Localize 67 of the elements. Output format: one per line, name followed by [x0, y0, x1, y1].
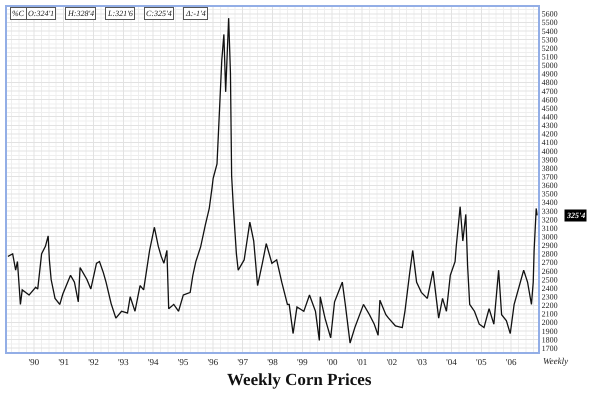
y-tick-label: 3800 [542, 164, 558, 173]
annotation: %C [12, 9, 25, 18]
y-tick-label: 2100 [542, 310, 558, 319]
y-tick-label: 5500 [542, 18, 558, 28]
y-tick-label: 4400 [542, 112, 558, 122]
y-tick-label: 1700 [542, 344, 558, 353]
x-tick-label: '98 [267, 356, 278, 367]
x-tick-label: '04 [446, 356, 458, 367]
y-tick-label: 3300 [542, 206, 558, 216]
y-tick-label: 1800 [542, 335, 558, 344]
x-tick-label: '03 [416, 356, 428, 367]
y-tick-label: 5400 [542, 26, 558, 36]
y-tick-label: 4700 [542, 86, 558, 96]
y-tick-label: 4800 [542, 78, 558, 88]
x-tick-label: '90 [28, 356, 40, 367]
x-tick-label: '91 [58, 356, 69, 367]
y-tick-label: 5600 [542, 10, 558, 19]
y-tick-label: 2600 [542, 266, 558, 276]
y-tick-label: 3000 [542, 232, 558, 242]
x-tick-label: '92 [88, 356, 99, 367]
y-tick-label: 5200 [542, 44, 558, 53]
x-tick-label: '02 [386, 356, 398, 367]
y-tick-label: 2500 [542, 275, 558, 284]
x-tick-label: '95 [178, 356, 189, 367]
y-tick-label: 1900 [542, 326, 558, 336]
y-tick-label: 2400 [542, 284, 558, 293]
y-tick-label: 5100 [542, 52, 558, 62]
text: 325'4 [566, 211, 586, 220]
x-tick-label: '01 [356, 356, 368, 367]
y-tick-label: 4600 [542, 95, 558, 104]
y-tick-label: 4200 [542, 130, 558, 139]
y-tick-label: 2300 [542, 292, 558, 302]
y-tick-label: 2900 [542, 241, 558, 250]
text: Weekly [543, 356, 568, 366]
x-tick-label: '94 [148, 356, 159, 367]
y-tick-label: 3100 [542, 224, 558, 233]
y-tick-label: 2800 [542, 250, 558, 259]
y-tick-label: 5000 [542, 61, 558, 70]
annotation: O:324'1 [28, 9, 54, 18]
y-tick-label: 3900 [542, 155, 558, 164]
x-tick-label: '05 [476, 356, 488, 367]
y-tick-label: 4300 [542, 121, 558, 130]
y-tick-label: 3200 [542, 215, 558, 224]
x-tick-label: '99 [297, 356, 308, 367]
x-tick-label: '97 [237, 356, 248, 367]
y-tick-label: 2200 [542, 301, 558, 310]
y-tick-label: 4900 [542, 70, 558, 79]
annotation: H:328'4 [67, 9, 94, 18]
x-tick-label: '00 [326, 356, 338, 367]
x-tick-label: '93 [118, 356, 130, 367]
y-tick-label: 2700 [542, 258, 558, 268]
x-tick-label: '06 [506, 356, 517, 367]
y-tick-label: 3400 [542, 198, 558, 208]
annotation: Δ:-1'4 [185, 9, 206, 18]
line-series [7, 17, 538, 344]
annotation: L:321'6 [107, 9, 133, 18]
text: Weekly Corn Prices [227, 370, 372, 389]
y-tick-label: 3700 [542, 172, 558, 182]
y-tick-label: 4100 [542, 138, 558, 148]
y-tick-label: 4000 [542, 146, 558, 156]
y-tick-label: 3500 [542, 190, 558, 199]
x-tick-label: '96 [208, 356, 219, 367]
y-tick-label: 3600 [542, 181, 558, 190]
annotation: C:325'4 [146, 9, 172, 18]
y-tick-label: 2000 [542, 318, 558, 328]
y-tick-label: 5300 [542, 35, 558, 44]
y-tick-label: 4500 [542, 104, 558, 113]
